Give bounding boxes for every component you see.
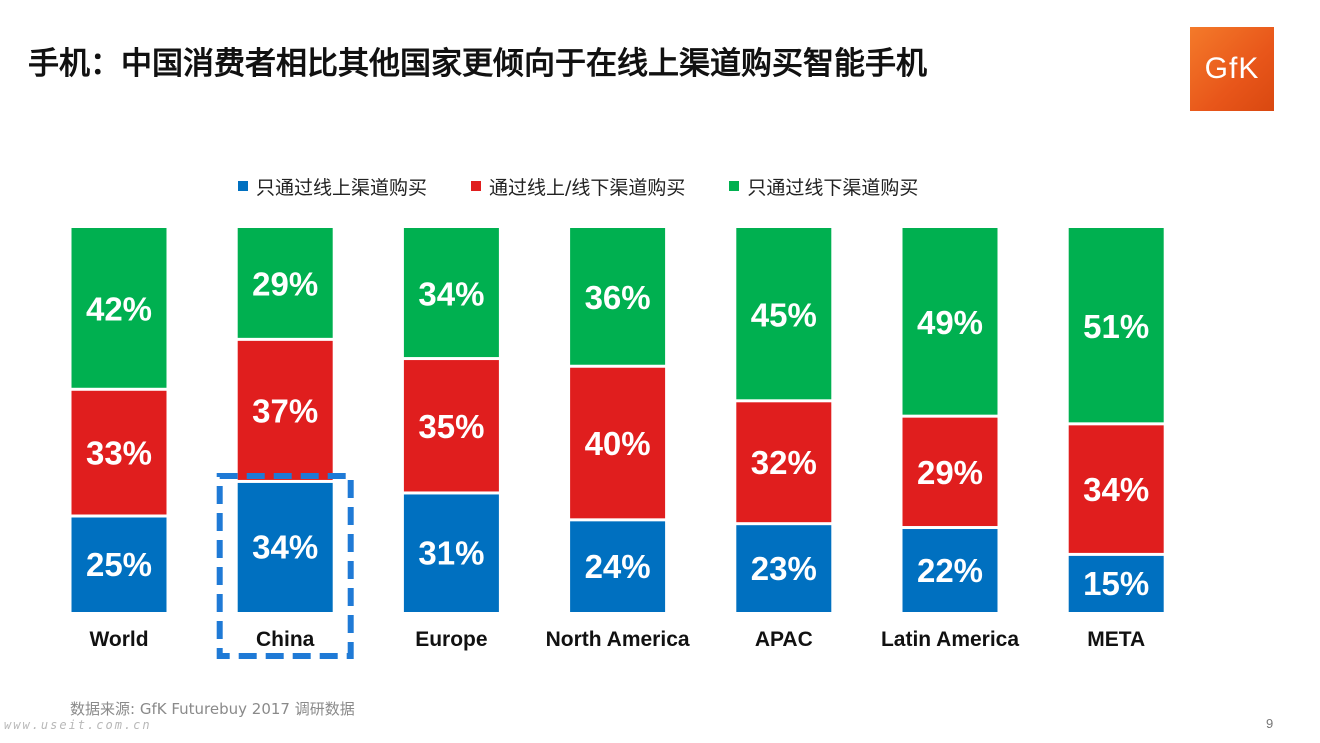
watermark: www.useit.com.cn xyxy=(4,718,152,732)
bar-segment-apac-s2 xyxy=(736,402,832,523)
bar-segment-world-s3 xyxy=(71,228,167,388)
bar-segment-china-s1 xyxy=(237,482,333,612)
legend-swatch-2 xyxy=(471,181,482,191)
bar-segment-china-s2 xyxy=(237,340,333,480)
bar-segment-world-s1 xyxy=(71,517,167,612)
category-label-china: China xyxy=(256,628,315,651)
data-label-china-s2: 37% xyxy=(252,392,318,429)
legend-item-3: 只通过线下渠道购买 xyxy=(729,173,918,200)
bar-segment-latin-america-s1 xyxy=(902,529,998,612)
legend-item-1: 只通过线上渠道购买 xyxy=(238,173,427,200)
page-number: 9 xyxy=(1266,716,1274,731)
bar-segment-apac-s3 xyxy=(736,228,832,400)
category-label-europe: Europe xyxy=(415,628,487,651)
bar-segment-europe-s1 xyxy=(403,494,499,612)
bar-segment-europe-s2 xyxy=(403,360,499,492)
data-source-note: 数据来源: GfK Futurebuy 2017 调研数据 xyxy=(70,700,355,718)
slide-title: 手机：中国消费者相比其他国家更倾向于在线上渠道购买智能手机 xyxy=(28,46,927,82)
data-label-world-s2: 33% xyxy=(86,435,152,472)
bar-segment-china-s3 xyxy=(237,228,333,338)
bar-segment-meta-s2 xyxy=(1068,425,1164,553)
category-label-world: World xyxy=(89,628,148,651)
data-label-latin-america-s3: 49% xyxy=(917,304,983,341)
bar-segment-north-america-s3 xyxy=(570,228,666,365)
data-label-europe-s2: 35% xyxy=(418,408,484,445)
data-label-china-s3: 29% xyxy=(252,266,318,303)
data-label-world-s3: 42% xyxy=(86,291,152,328)
data-label-north-america-s2: 40% xyxy=(585,425,651,462)
highlight-box-china xyxy=(216,473,354,659)
data-label-apac-s3: 45% xyxy=(751,296,817,333)
data-label-meta-s1: 15% xyxy=(1083,565,1149,602)
data-label-north-america-s1: 24% xyxy=(585,548,651,585)
legend-label-2: 通过线上/线下渠道购买 xyxy=(489,176,686,199)
bar-segment-meta-s1 xyxy=(1068,555,1164,612)
data-label-world-s1: 25% xyxy=(86,546,152,583)
bar-segment-meta-s3 xyxy=(1068,228,1164,423)
data-label-europe-s1: 31% xyxy=(418,534,484,571)
logo-text: GfK xyxy=(1204,52,1260,85)
chart-legend: 只通过线上渠道购买 通过线上/线下渠道购买 只通过线下渠道购买 xyxy=(238,172,962,200)
category-label-meta: META xyxy=(1087,628,1145,651)
category-label-latin-america: Latin America xyxy=(881,628,1019,651)
data-label-meta-s3: 51% xyxy=(1083,308,1149,345)
bar-segment-north-america-s1 xyxy=(570,521,666,612)
legend-label-1: 只通过线上渠道购买 xyxy=(256,176,428,199)
category-label-apac: APAC xyxy=(755,628,813,651)
bar-segment-europe-s3 xyxy=(403,228,499,358)
gfk-logo: GfK xyxy=(1190,27,1274,111)
data-label-europe-s3: 34% xyxy=(418,275,484,312)
legend-label-3: 只通过线下渠道购买 xyxy=(747,176,919,199)
data-label-latin-america-s2: 29% xyxy=(917,454,983,491)
data-label-latin-america-s1: 22% xyxy=(917,552,983,589)
data-label-meta-s2: 34% xyxy=(1083,471,1149,508)
bar-segment-world-s2 xyxy=(71,390,167,515)
bar-segment-latin-america-s2 xyxy=(902,417,998,527)
data-label-china-s1: 34% xyxy=(252,529,318,566)
data-label-apac-s1: 23% xyxy=(751,550,817,587)
data-label-apac-s2: 32% xyxy=(751,444,817,481)
legend-item-2: 通过线上/线下渠道购买 xyxy=(471,173,685,200)
bar-segment-north-america-s2 xyxy=(570,367,666,519)
data-label-north-america-s3: 36% xyxy=(585,279,651,316)
legend-swatch-3 xyxy=(729,181,740,191)
bar-segment-apac-s1 xyxy=(736,525,832,612)
bar-segment-latin-america-s3 xyxy=(902,228,998,415)
legend-swatch-1 xyxy=(238,181,248,191)
category-label-north-america: North America xyxy=(546,628,690,651)
